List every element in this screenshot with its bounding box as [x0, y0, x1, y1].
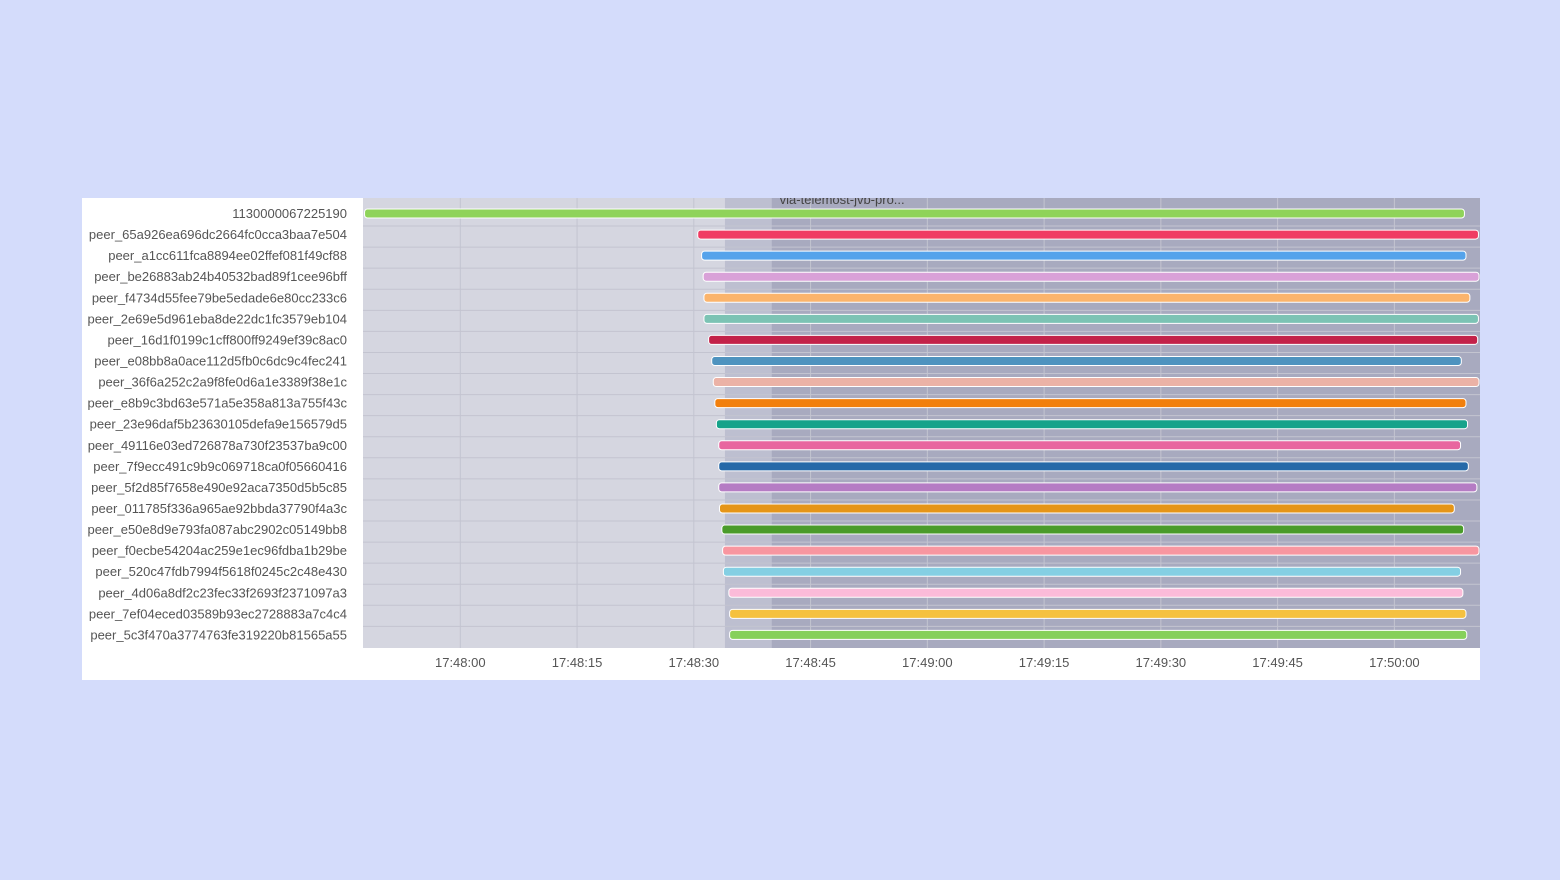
timeline-bar: [708, 334, 1479, 345]
timeline-bar: [729, 608, 1467, 619]
timeline-bar: [722, 545, 1480, 556]
row-label: peer_5c3f470a3774763fe319220b81565a55: [90, 627, 347, 642]
x-tick-label: 17:50:00: [1369, 655, 1420, 670]
row-label: peer_f4734d55fee79be5edade6e80cc233c6: [92, 290, 347, 305]
row-label: peer_a1cc611fca8894ee02ffef081f49cf88: [108, 248, 347, 263]
x-tick-label: 17:49:15: [1019, 655, 1070, 670]
x-tick-label: 17:49:45: [1252, 655, 1303, 670]
row-label: peer_2e69e5d961eba8de22dc1fc3579eb104: [87, 311, 347, 326]
row-label: peer_4d06a8df2c23fec33f2693f2371097a3: [98, 585, 347, 600]
row-label: peer_49116e03ed726878a730f23537ba9c00: [88, 438, 347, 453]
timeline-bar: [728, 587, 1464, 598]
timeline-bar: [712, 377, 1480, 388]
x-tick-label: 17:48:00: [435, 655, 486, 670]
timeline-bar: [721, 524, 1465, 535]
row-label: peer_e50e8d9e793fa087abc2902c05149bb8: [87, 522, 347, 537]
x-tick-label: 17:48:30: [669, 655, 720, 670]
x-tick-label: 17:49:00: [902, 655, 953, 670]
row-label: peer_65a926ea696dc2664fc0cca3baa7e504: [89, 227, 347, 242]
row-label: peer_e08bb8a0ace112d5fb0c6dc9c4fec241: [94, 353, 347, 368]
timeline-bar: [697, 229, 1479, 240]
timeline-bar: [718, 440, 1462, 451]
row-label: peer_5f2d85f7658e490e92aca7350d5b5c85: [91, 480, 347, 495]
row-label: 1130000067225190: [232, 206, 347, 221]
timeline-bar: [702, 271, 1480, 282]
x-tick-label: 17:48:15: [552, 655, 603, 670]
row-label: peer_be26883ab24b40532bad89f1cee96bff: [94, 269, 347, 284]
row-label: peer_23e96daf5b23630105defa9e156579d5: [90, 417, 347, 432]
row-label: peer_16d1f0199c1cff800ff9249ef39c8ac0: [107, 332, 347, 347]
timeline-bar: [718, 461, 1469, 472]
timeline-bar: [722, 566, 1462, 577]
timeline-bar: [714, 398, 1467, 409]
chart-panel: via-telemost-jvb-pro... 1130000067225190 p…: [82, 198, 1480, 680]
row-label: peer_011785f336a965ae92bbda37790f4a3c: [91, 501, 347, 516]
x-tick-label: 17:48:45: [785, 655, 836, 670]
timeline-bar: [718, 482, 1478, 493]
row-label: peer_7f9ecc491c9b9c069718ca0f05660416: [93, 459, 347, 474]
row-label: peer_f0ecbe54204ac259e1ec96fdba1b29be: [92, 543, 347, 558]
row-label: peer_520c47fdb7994f5618f0245c2c48e430: [95, 564, 347, 579]
timeline-bar: [364, 208, 1465, 219]
timeline-bar: [729, 629, 1468, 640]
timeline-bar: [703, 313, 1479, 324]
region-label: via-telemost-jvb-pro...: [780, 198, 905, 207]
row-label: peer_36f6a252c2a9f8fe0d6a1e3389f38e1c: [98, 375, 347, 390]
x-tick-label: 17:49:30: [1136, 655, 1187, 670]
timeline-bar: [703, 292, 1471, 303]
timeline-bar: [715, 419, 1469, 430]
row-label: peer_e8b9c3bd63e571a5e358a813a755f43c: [87, 396, 347, 411]
timeline-chart: via-telemost-jvb-pro... 1130000067225190 p…: [87, 198, 1480, 670]
timeline-bar: [701, 250, 1467, 261]
timeline-bar: [711, 355, 1462, 366]
timeline-bar: [719, 503, 1455, 514]
row-label: peer_7ef04eced03589b93ec2728883a7c4c4: [89, 606, 347, 621]
